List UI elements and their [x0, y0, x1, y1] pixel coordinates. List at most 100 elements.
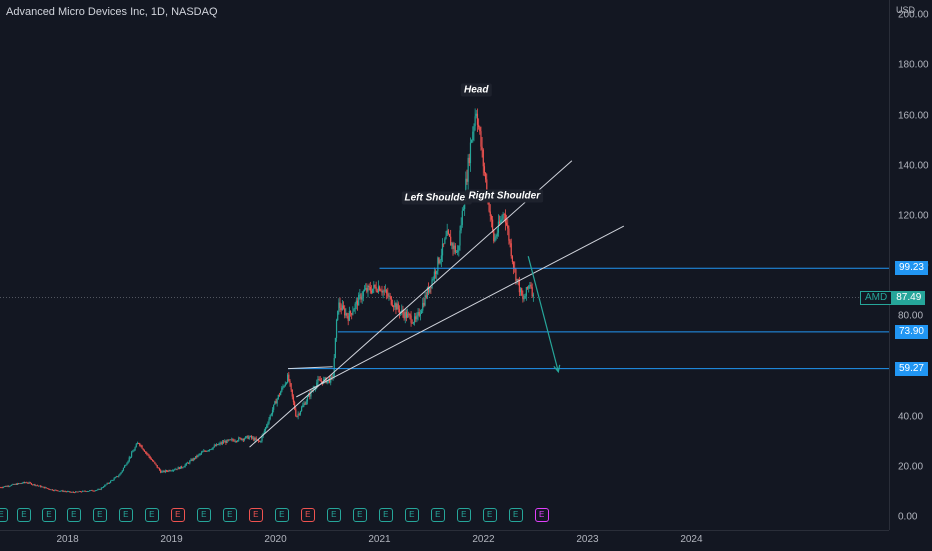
level-price-tag: 59.27	[894, 361, 928, 376]
candle-body	[458, 245, 460, 251]
candle-body	[360, 294, 362, 300]
candle-body	[408, 313, 410, 315]
earnings-marker[interactable]: E	[0, 508, 9, 522]
candle-body	[423, 302, 425, 306]
earnings-marker[interactable]: E	[248, 508, 263, 522]
candle-body	[415, 316, 417, 320]
price-axis[interactable]: USD 0.0020.0040.0060.0080.00100.00120.00…	[889, 0, 932, 530]
candle-body	[413, 316, 416, 323]
earnings-marker[interactable]: E	[66, 508, 81, 522]
earnings-marker[interactable]: E	[508, 508, 523, 522]
candle-body	[319, 379, 321, 382]
candle-body	[431, 279, 433, 288]
candle-body	[460, 224, 462, 231]
candle-body	[365, 288, 367, 290]
candle-body	[96, 490, 98, 491]
candle-body	[457, 250, 459, 253]
candle-body	[248, 436, 250, 439]
earnings-marker[interactable]: E	[300, 508, 315, 522]
candle-body	[304, 403, 306, 405]
pattern-annotation[interactable]: Left Shoulder	[401, 191, 472, 205]
price-tick-label: 80.00	[898, 310, 924, 322]
earnings-marker[interactable]: E	[41, 508, 56, 522]
candle-body	[65, 491, 67, 493]
candle-body	[290, 383, 292, 390]
candle-body	[218, 443, 220, 445]
earnings-marker[interactable]: E	[378, 508, 393, 522]
earnings-marker[interactable]: E	[326, 508, 341, 522]
candle-body	[472, 131, 474, 141]
candle-body	[114, 477, 116, 479]
price-chart[interactable]	[0, 0, 889, 530]
candle-body	[282, 386, 284, 388]
earnings-marker[interactable]: E	[404, 508, 419, 522]
earnings-marker[interactable]: E	[482, 508, 497, 522]
candle-body	[168, 470, 170, 472]
candle-body	[188, 462, 190, 464]
candle-body	[241, 438, 243, 441]
candle-body	[531, 287, 533, 297]
time-tick-label: 2024	[680, 534, 703, 545]
candle-body	[471, 140, 473, 143]
candle-body	[498, 221, 501, 224]
pattern-annotation[interactable]: Right Shoulder	[465, 189, 544, 203]
candle-body	[424, 295, 426, 306]
earnings-marker[interactable]: E	[16, 508, 31, 522]
pattern-annotation[interactable]: Head	[460, 83, 492, 97]
earnings-marker[interactable]: E	[430, 508, 445, 522]
candle-body	[94, 490, 97, 492]
candle-body	[516, 278, 518, 281]
candle-body	[161, 471, 163, 473]
candle-body	[505, 222, 508, 225]
time-axis[interactable]: 2018 2019 2020 2021 2022 2023 2024	[0, 530, 889, 551]
candle-body	[6, 485, 8, 487]
candle-body	[42, 486, 44, 488]
candle-body	[394, 303, 396, 308]
candle-body	[406, 313, 409, 318]
candle-body	[216, 444, 218, 446]
candle-body	[320, 381, 323, 383]
candle-body	[73, 492, 76, 494]
earnings-marker[interactable]: E	[170, 508, 185, 522]
candle-body	[181, 466, 183, 468]
earnings-marker[interactable]: E	[534, 508, 549, 522]
candle-body	[101, 487, 104, 489]
candle-body	[443, 243, 445, 245]
candle-body	[7, 485, 9, 487]
candle-body	[50, 489, 52, 491]
candle-body	[358, 295, 360, 306]
earnings-marker[interactable]: E	[274, 508, 289, 522]
candle-body	[404, 311, 406, 319]
candle-body	[438, 257, 440, 264]
candle-body	[474, 116, 476, 127]
earnings-marker[interactable]: E	[144, 508, 159, 522]
candle-body	[61, 490, 63, 492]
candle-body	[15, 483, 17, 485]
price-tick-label: 20.00	[898, 461, 924, 473]
candle-body	[164, 470, 166, 473]
candle-body	[238, 437, 240, 441]
candle-body	[299, 411, 302, 415]
last-price-tag: AMD 87.49	[860, 290, 926, 305]
candle-body	[103, 486, 105, 488]
candle-body	[126, 463, 128, 466]
candle-body	[202, 451, 204, 453]
candle-body	[108, 482, 111, 484]
candle-body	[48, 488, 50, 490]
candle-body	[382, 290, 384, 293]
earnings-marker[interactable]: E	[222, 508, 237, 522]
earnings-marker[interactable]: E	[196, 508, 211, 522]
candle-body	[18, 483, 20, 485]
candle-body	[69, 491, 71, 493]
candle-body	[0, 487, 2, 489]
candle-body	[348, 311, 350, 321]
earnings-marker[interactable]: E	[352, 508, 367, 522]
candle-body	[107, 483, 109, 484]
candle-body	[0, 487, 1, 489]
candle-body	[246, 435, 248, 437]
earnings-marker[interactable]: E	[118, 508, 133, 522]
earnings-marker[interactable]: E	[456, 508, 471, 522]
candle-body	[375, 286, 377, 291]
earnings-marker[interactable]: E	[92, 508, 107, 522]
candle-body	[450, 236, 452, 246]
